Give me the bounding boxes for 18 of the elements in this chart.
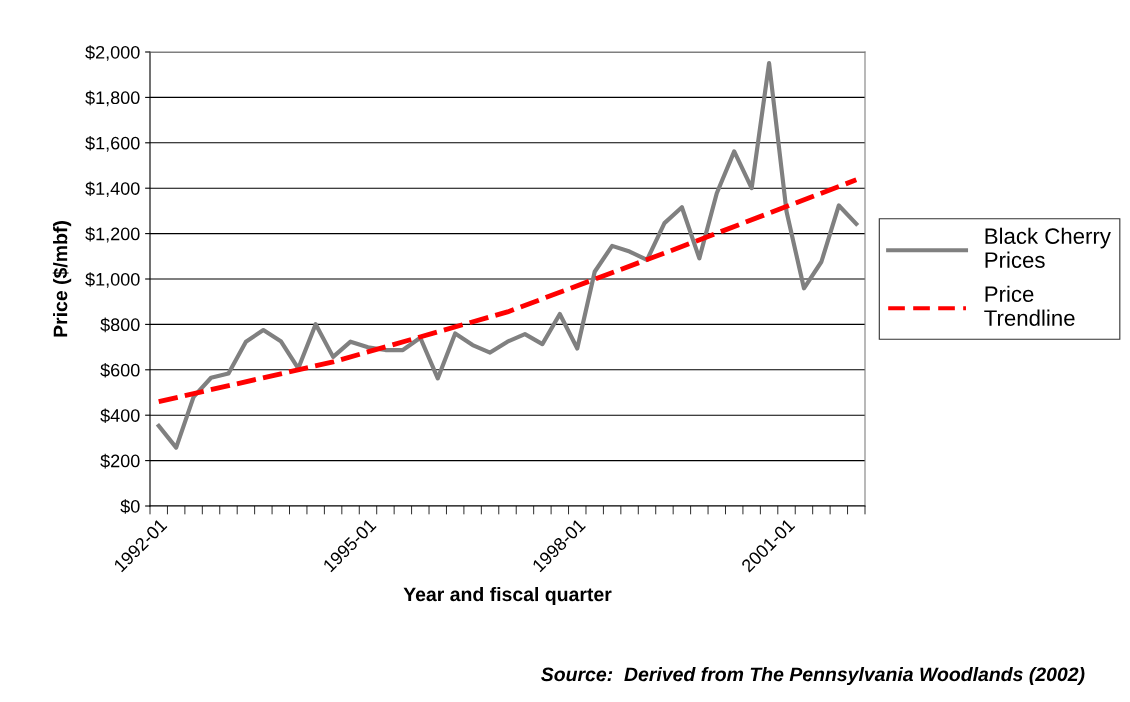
x-axis-title: Year and fiscal quarter [403,586,612,606]
line-series [156,61,859,450]
y-tick-label: $2,000 [85,45,140,61]
legend-label: Black Cherry Prices [985,227,1111,268]
y-tick-label: $600 [100,362,140,378]
y-tick-label: $1,200 [85,226,140,243]
y-tick-label: $800 [100,317,140,333]
legend-label: Price Trendline [984,285,1075,326]
y-tick-label: $400 [100,408,140,423]
y-tick-label: $200 [100,453,140,469]
y-tick-label: $1,600 [85,135,140,152]
y-tick-label: $1,800 [85,90,140,107]
y-tick-label: $0 [120,499,140,514]
line-series [156,177,859,405]
y-tick-label: $1,400 [85,181,140,198]
y-tick-label: $1,000 [85,272,140,288]
source-note: Source: Derived from The Pennsylvania Woodlands (2002) [541,666,1085,686]
y-axis-title: Price ($/mbf) [52,221,72,337]
